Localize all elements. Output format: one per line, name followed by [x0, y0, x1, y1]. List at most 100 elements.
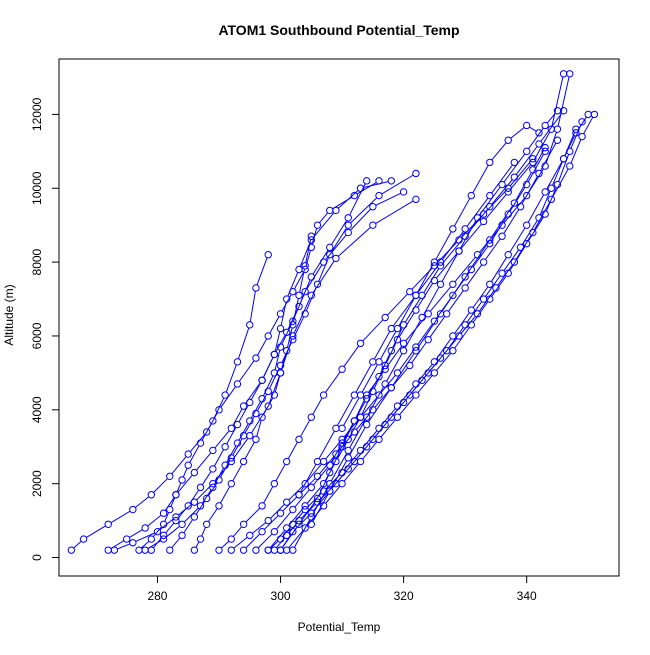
data-point — [289, 332, 297, 340]
series-line-segment — [281, 526, 298, 548]
series-line-segment — [485, 190, 507, 213]
series-line-segment — [491, 275, 507, 297]
series-line-segment — [249, 291, 256, 322]
data-point — [522, 147, 531, 156]
data-point — [356, 339, 365, 348]
series-line-segment — [281, 323, 292, 345]
data-point — [276, 324, 285, 333]
series-line-segment — [274, 350, 281, 370]
data-point — [282, 457, 291, 466]
data-point — [406, 287, 414, 296]
series-line-segment — [466, 242, 489, 275]
data-point — [190, 546, 199, 554]
data-point — [529, 158, 537, 167]
series-line-segment — [312, 212, 335, 238]
series-line-segment — [472, 164, 489, 194]
series-line-segment — [337, 190, 359, 209]
data-point — [196, 535, 205, 543]
series-line-segment — [293, 298, 311, 334]
series-line-segment — [196, 485, 211, 501]
data-point — [350, 417, 359, 425]
series-line-segment — [306, 264, 323, 290]
data-point — [276, 343, 285, 351]
series-line-segment — [515, 146, 538, 175]
data-point — [233, 420, 242, 429]
data-point — [344, 221, 352, 229]
series-line-segment — [441, 279, 464, 312]
series-line-segment — [319, 212, 329, 224]
data-point — [172, 513, 180, 521]
series-line-segment — [485, 194, 507, 220]
data-point — [209, 465, 217, 473]
data-point — [313, 494, 322, 503]
data-point — [307, 483, 316, 492]
data-point — [362, 395, 371, 403]
data-point — [79, 535, 88, 543]
series-line-segment — [318, 475, 329, 496]
data-point — [239, 402, 248, 410]
data-point — [159, 509, 168, 517]
data-point — [270, 391, 279, 399]
series-line-segment — [195, 500, 206, 515]
data-point — [141, 546, 149, 554]
data-point — [233, 439, 242, 447]
data-point — [541, 210, 549, 218]
data-point — [282, 328, 291, 336]
data-point — [369, 221, 377, 229]
series-line-segment — [280, 302, 287, 326]
data-point — [375, 191, 383, 200]
data-point — [276, 361, 285, 370]
series-line-segment — [86, 525, 106, 538]
series-line-segment — [454, 256, 476, 283]
series-line-segment — [201, 423, 212, 441]
data-point — [147, 535, 156, 543]
data-point — [338, 439, 346, 447]
series-line-segment — [330, 460, 348, 489]
series-line-segment — [515, 172, 532, 201]
data-point — [209, 446, 217, 455]
series-line-segment — [270, 540, 279, 549]
series-9 — [215, 155, 537, 554]
series-layer — [67, 70, 599, 554]
series-line-segment — [527, 216, 544, 242]
y-tick-label: 4000 — [30, 396, 44, 423]
data-point — [387, 347, 396, 355]
series-line-segment — [220, 486, 231, 504]
data-point — [301, 524, 309, 532]
series-line-segment — [349, 183, 366, 216]
data-point — [289, 527, 297, 536]
series-line-segment — [503, 209, 520, 234]
series-line-segment — [417, 264, 440, 294]
data-point — [393, 335, 402, 344]
series-line-segment — [325, 441, 341, 460]
data-point — [276, 509, 285, 517]
series-line-segment — [245, 533, 261, 549]
series-line-segment — [343, 463, 359, 482]
data-point — [467, 191, 476, 200]
series-line-segment — [491, 179, 513, 205]
data-point — [412, 306, 420, 314]
series-line-segment — [325, 371, 341, 393]
data-point — [461, 284, 469, 292]
data-point — [486, 203, 494, 211]
x-tick-label: 340 — [517, 589, 537, 603]
series-line-segment — [153, 478, 168, 493]
series-line-segment — [460, 223, 482, 249]
data-point — [227, 535, 236, 543]
data-point — [412, 347, 420, 355]
data-point — [529, 166, 537, 174]
series-line-segment — [256, 257, 268, 286]
series-line-segment — [540, 112, 563, 142]
data-point — [461, 225, 469, 233]
series-line-segment — [257, 338, 268, 356]
data-point — [529, 228, 537, 237]
data-point — [578, 118, 586, 126]
series-line-segment — [442, 231, 464, 260]
data-point — [510, 173, 519, 181]
series-line-segment — [349, 427, 366, 456]
series-line-segment — [350, 208, 372, 231]
data-point — [153, 527, 162, 536]
series-line-segment — [245, 507, 261, 523]
